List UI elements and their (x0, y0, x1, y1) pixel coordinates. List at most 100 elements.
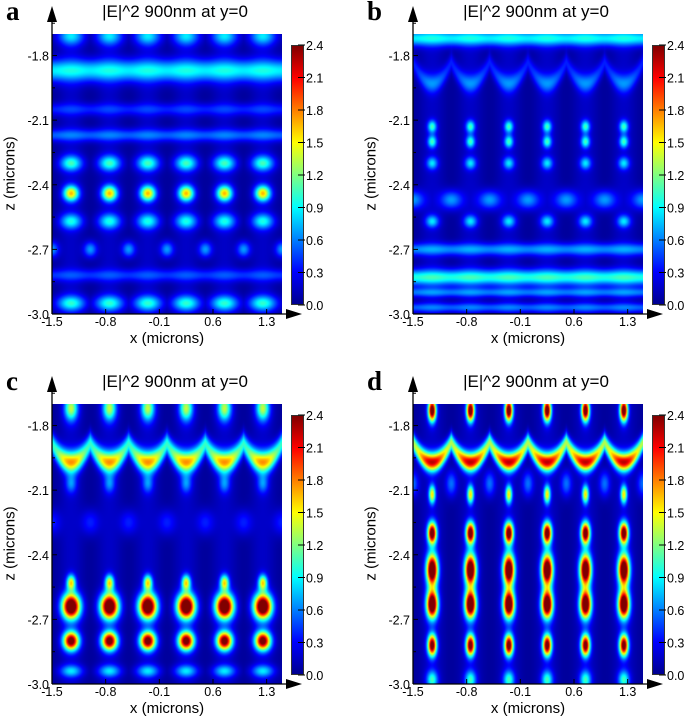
colorbar-tick-label: 0.0 (667, 669, 684, 683)
colorbar-tick-label: 0.6 (306, 604, 323, 618)
x-tick-label: -1.5 (402, 315, 424, 329)
heatmap-panel-b: b |E|^2 900nm at y=0 z (microns) x (micr… (361, 0, 685, 350)
heatmap-image (52, 34, 282, 314)
colorbar-tick-label: 0.6 (667, 234, 684, 248)
x-axis-arrow-icon (286, 679, 302, 689)
panel-label: a (6, 0, 20, 26)
panel-label: c (6, 366, 18, 396)
colorbar-tick-label: 1.2 (667, 169, 684, 183)
y-axis-arrow-icon (47, 6, 57, 22)
x-tick-label: 1.3 (619, 315, 636, 329)
y-tick-label: -3.0 (388, 308, 410, 322)
y-tick-label: -2.7 (27, 613, 49, 627)
x-tick-label: -0.8 (95, 685, 117, 699)
y-tick-label: -2.1 (27, 114, 49, 128)
colorbar-tick-label: 2.4 (667, 409, 684, 423)
y-tick-label: -1.8 (27, 50, 49, 64)
colorbar-tick-label: 1.8 (667, 104, 684, 118)
y-tick-label: -2.4 (27, 179, 49, 193)
colorbar-tick-label: 1.2 (306, 539, 323, 553)
heatmap-panel-c: c |E|^2 900nm at y=0 z (microns) x (micr… (0, 366, 342, 720)
colorbar-tick-label: 1.8 (306, 104, 323, 118)
chart-title: |E|^2 900nm at y=0 (102, 372, 248, 391)
x-tick-label: -0.1 (149, 685, 171, 699)
colorbar-tick-label: 0.3 (306, 267, 323, 281)
panel-label: d (367, 366, 383, 396)
colorbar-tick-label: 0.6 (306, 234, 323, 248)
x-tick-label: 0.6 (565, 315, 582, 329)
x-tick-label: 0.6 (204, 685, 221, 699)
colorbar-tick-label: 1.5 (306, 137, 323, 151)
colorbar-tick-label: 0.9 (306, 572, 323, 586)
x-tick-label: -1.5 (41, 685, 63, 699)
x-axis-arrow-icon (647, 679, 663, 689)
heatmap-image (52, 404, 282, 684)
x-axis-label: x (microns) (490, 330, 566, 347)
colorbar-tick-label: 2.1 (306, 442, 323, 456)
colorbar-tick-label: 1.5 (306, 507, 323, 521)
y-tick-label: -2.7 (388, 243, 410, 257)
heatmap-panel-a: a |E|^2 900nm at y=0 z (microns) x (micr… (0, 0, 342, 350)
x-tick-label: 1.3 (258, 685, 275, 699)
chart-title: |E|^2 900nm at y=0 (463, 372, 609, 391)
chart-title: |E|^2 900nm at y=0 (102, 2, 248, 21)
heatmap-panel-d: d |E|^2 900nm at y=0 z (microns) x (micr… (361, 366, 685, 720)
y-tick-label: -2.7 (388, 613, 410, 627)
panel-label: b (367, 0, 383, 26)
y-tick-label: -2.4 (388, 549, 410, 563)
x-tick-label: 1.3 (258, 315, 275, 329)
colorbar-tick-label: 1.8 (667, 474, 684, 488)
colorbar-tick-label: 1.5 (667, 137, 684, 151)
x-tick-label: 1.3 (619, 685, 636, 699)
x-tick-label: -0.1 (510, 685, 532, 699)
x-axis-arrow-icon (647, 309, 663, 319)
colorbar-tick-label: 0.3 (667, 267, 684, 281)
x-axis-label: x (microns) (490, 700, 566, 717)
colorbar-tick-label: 0.9 (306, 202, 323, 216)
colorbar-tick-label: 0.3 (306, 637, 323, 651)
y-tick-label: -2.4 (388, 179, 410, 193)
x-tick-label: 0.6 (565, 685, 582, 699)
colorbar-tick-label: 1.5 (667, 507, 684, 521)
colorbar-tick-label: 2.1 (306, 72, 323, 86)
y-tick-label: -2.1 (388, 484, 410, 498)
y-axis-arrow-icon (408, 6, 418, 22)
y-tick-label: -2.1 (27, 484, 49, 498)
axes: -1.5 -0.8 -0.1 0.6 1.3 -3.0 -2.7 -2.4 -2… (27, 376, 323, 699)
chart-title: |E|^2 900nm at y=0 (463, 2, 609, 21)
colorbar-tick-label: 0.6 (667, 604, 684, 618)
y-tick-label: -1.8 (388, 50, 410, 64)
x-axis-arrow-icon (286, 309, 302, 319)
x-axis-label: x (microns) (129, 330, 205, 347)
colorbar-tick-label: 2.4 (306, 409, 323, 423)
x-tick-label: -0.1 (149, 315, 171, 329)
colorbar-tick-label: 0.9 (667, 202, 684, 216)
y-axis-arrow-icon (47, 376, 57, 392)
y-tick-label: -2.1 (388, 114, 410, 128)
y-axis-arrow-icon (408, 376, 418, 392)
x-tick-label: -0.8 (456, 315, 478, 329)
colorbar-tick-label: 2.4 (306, 39, 323, 53)
colorbar-tick-label: 2.1 (667, 72, 684, 86)
y-tick-label: -3.0 (27, 678, 49, 692)
axes: -1.5 -0.8 -0.1 0.6 1.3 -3.0 -2.7 -2.4 -2… (27, 6, 323, 329)
colorbar-tick-label: 2.4 (667, 39, 684, 53)
colorbar-tick-label: 2.1 (667, 442, 684, 456)
colorbar-tick-label: 1.8 (306, 474, 323, 488)
colorbar-tick-label: 0.0 (667, 299, 684, 313)
y-tick-label: -2.4 (27, 549, 49, 563)
x-tick-label: -1.5 (402, 685, 424, 699)
x-axis-label: x (microns) (129, 700, 205, 717)
y-tick-label: -3.0 (388, 678, 410, 692)
colorbar-tick-label: 0.3 (667, 637, 684, 651)
x-tick-label: -0.8 (456, 685, 478, 699)
axes: -1.5 -0.8 -0.1 0.6 1.3 -3.0 -2.7 -2.4 -2… (388, 6, 684, 329)
heatmap-image (413, 34, 643, 314)
x-tick-label: -0.1 (510, 315, 532, 329)
y-tick-label: -1.8 (27, 420, 49, 434)
heatmap-image (413, 404, 643, 684)
x-tick-label: -1.5 (41, 315, 63, 329)
y-tick-label: -2.7 (27, 243, 49, 257)
x-tick-label: -0.8 (95, 315, 117, 329)
colorbar-tick-label: 0.0 (306, 669, 323, 683)
